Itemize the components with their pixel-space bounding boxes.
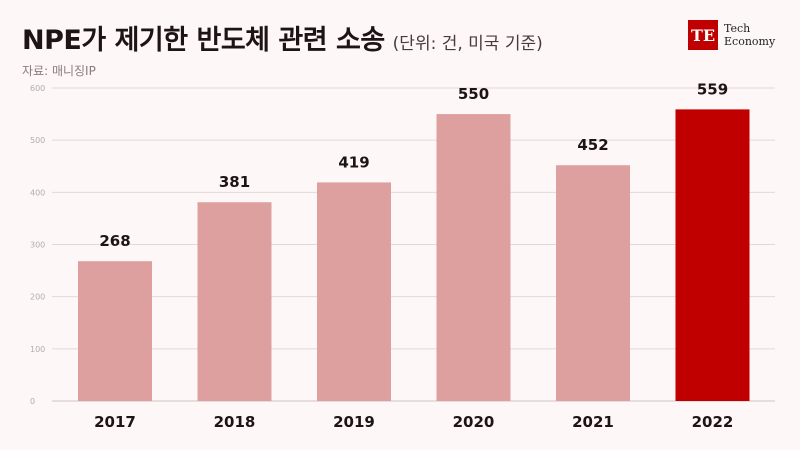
x-tick-label: 2021 bbox=[572, 413, 614, 431]
logo-wordmark: Tech Economy bbox=[724, 22, 775, 48]
x-tick-label: 2020 bbox=[453, 413, 495, 431]
data-label: 419 bbox=[338, 153, 369, 171]
bar bbox=[436, 114, 511, 401]
data-label: 550 bbox=[458, 85, 489, 103]
data-label: 559 bbox=[697, 80, 728, 98]
unit-note: (단위: 건, 미국 기준) bbox=[392, 34, 543, 54]
title-row: NPE가 제기한 반도체 관련 소송 (단위: 건, 미국 기준) bbox=[22, 18, 543, 57]
y-tick-label: 300 bbox=[30, 241, 45, 250]
y-tick-label: 400 bbox=[30, 188, 45, 197]
x-tick-label: 2018 bbox=[214, 413, 256, 431]
bar bbox=[675, 109, 750, 401]
bar bbox=[556, 165, 630, 401]
data-label: 268 bbox=[99, 232, 130, 250]
bar bbox=[197, 202, 272, 401]
x-tick-label: 2022 bbox=[692, 413, 734, 431]
x-tick-label: 2019 bbox=[333, 413, 375, 431]
bar bbox=[317, 182, 391, 401]
y-tick-label: 200 bbox=[30, 293, 45, 302]
y-tick-label: 100 bbox=[30, 345, 45, 354]
y-tick-label: 500 bbox=[30, 136, 45, 145]
data-label: 452 bbox=[577, 136, 608, 154]
logo-line-1: Tech bbox=[724, 22, 751, 35]
data-label: 381 bbox=[219, 173, 250, 191]
bar bbox=[78, 261, 152, 401]
source-note: 자료: 매니징IP bbox=[22, 64, 96, 78]
tech-economy-logo: TE Tech Economy bbox=[688, 20, 775, 50]
logo-line-2: Economy bbox=[724, 35, 776, 48]
x-tick-label: 2017 bbox=[94, 413, 136, 431]
y-tick-label: 0 bbox=[30, 397, 35, 406]
chart-title: NPE가 제기한 반도체 관련 소송 bbox=[22, 25, 385, 56]
logo-mark-icon: TE bbox=[688, 20, 718, 50]
y-tick-label: 600 bbox=[30, 84, 45, 93]
